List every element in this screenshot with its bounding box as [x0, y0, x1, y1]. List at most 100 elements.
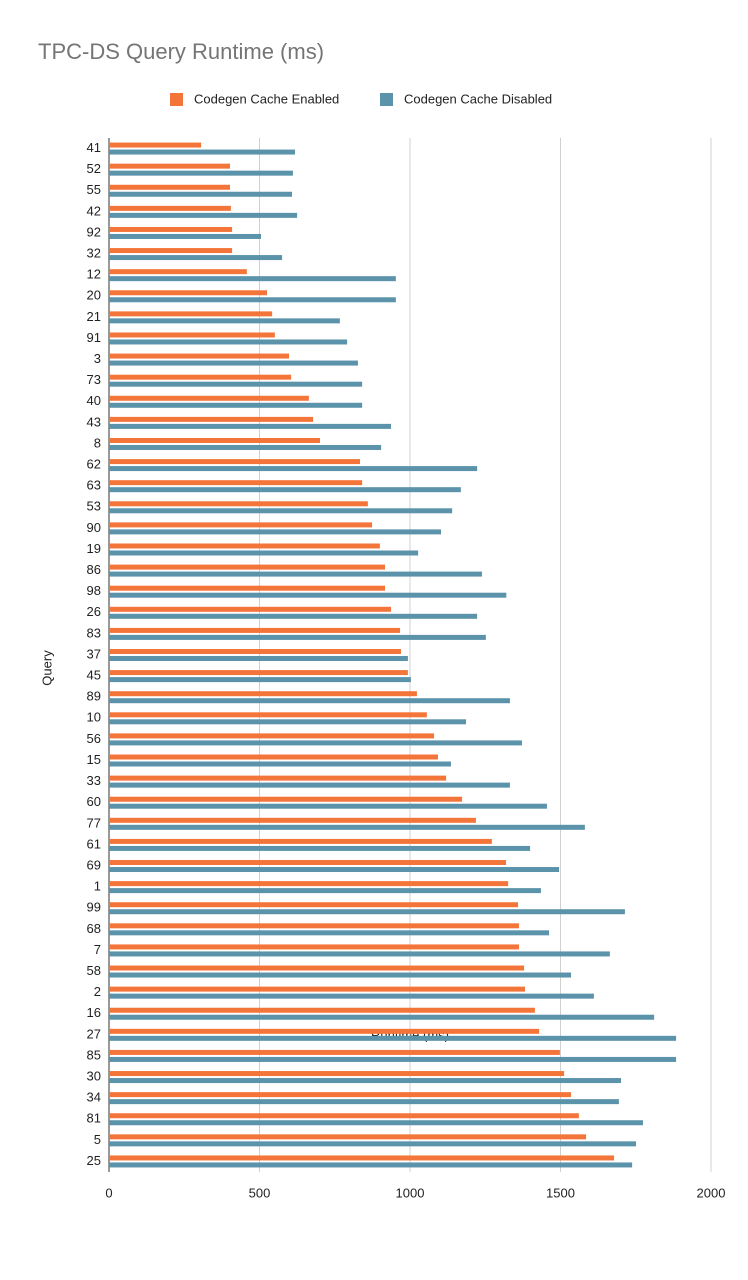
legend-label: Codegen Cache Enabled — [194, 91, 339, 106]
y-tick-label: 90 — [87, 520, 101, 535]
bar — [109, 248, 233, 254]
bar — [109, 796, 463, 802]
bar — [109, 332, 275, 338]
y-tick-label: 10 — [87, 710, 101, 725]
bar — [109, 318, 340, 324]
bar — [109, 423, 392, 429]
bar — [109, 817, 476, 823]
bar — [109, 951, 610, 957]
y-tick-label: 8 — [94, 435, 101, 450]
bar — [109, 740, 522, 746]
bar — [109, 634, 486, 640]
y-tick-label: 7 — [94, 942, 101, 957]
bar — [109, 170, 293, 176]
bar — [109, 459, 361, 465]
bar — [109, 1078, 622, 1084]
y-tick-label: 33 — [87, 773, 101, 788]
bar — [109, 691, 417, 697]
bar — [109, 233, 262, 239]
bar — [109, 381, 363, 387]
chart-title: TPC-DS Query Runtime (ms) — [38, 39, 324, 64]
bar — [109, 719, 466, 725]
bar — [109, 339, 348, 345]
bar — [109, 754, 438, 760]
bar — [109, 965, 525, 971]
bar — [109, 444, 382, 450]
legend-swatch — [170, 93, 183, 106]
bar — [109, 529, 442, 535]
y-tick-label: 45 — [87, 668, 101, 683]
y-tick-label: 56 — [87, 731, 101, 746]
bar — [109, 142, 202, 148]
x-tick-label: 500 — [249, 1185, 271, 1200]
bar — [109, 1035, 677, 1041]
y-tick-label: 83 — [87, 625, 101, 640]
y-tick-label: 69 — [87, 857, 101, 872]
bar — [109, 909, 625, 915]
bar — [109, 1120, 643, 1126]
bar — [109, 613, 478, 619]
bar — [109, 353, 289, 359]
bar — [109, 1162, 633, 1168]
bar — [109, 944, 519, 950]
bar — [109, 501, 368, 507]
bar — [109, 698, 510, 704]
bar — [109, 1049, 560, 1055]
bar — [109, 902, 519, 908]
y-tick-label: 42 — [87, 203, 101, 218]
bar — [109, 184, 231, 190]
bar — [109, 993, 594, 999]
bar — [109, 585, 386, 591]
y-tick-label: 32 — [87, 245, 101, 260]
y-tick-label: 15 — [87, 752, 101, 767]
y-tick-label: 85 — [87, 1047, 101, 1062]
y-tick-label: 53 — [87, 499, 101, 514]
bar — [109, 824, 585, 830]
bar — [109, 1155, 615, 1161]
y-tick-label: 16 — [87, 1005, 101, 1020]
bar — [109, 627, 401, 633]
y-tick-label: 34 — [87, 1090, 101, 1105]
y-tick-label: 19 — [87, 541, 101, 556]
y-tick-label: 61 — [87, 836, 101, 851]
bar — [109, 522, 373, 528]
y-tick-label: 25 — [87, 1153, 101, 1168]
y-tick-label: 60 — [87, 794, 101, 809]
legend-swatch — [380, 93, 393, 106]
y-tick-label: 1 — [94, 879, 101, 894]
bar — [109, 297, 396, 303]
bar — [109, 402, 363, 408]
y-tick-label: 21 — [87, 309, 101, 324]
bar — [109, 649, 401, 654]
bar — [109, 564, 386, 570]
bar — [109, 656, 408, 661]
x-tick-label: 2000 — [697, 1185, 726, 1200]
bar — [109, 1007, 535, 1013]
y-tick-label: 41 — [87, 140, 101, 155]
bar — [109, 1141, 637, 1147]
y-tick-label: 77 — [87, 815, 101, 830]
bar — [109, 838, 492, 844]
y-tick-label: 89 — [87, 689, 101, 704]
bar — [109, 149, 296, 155]
bar — [109, 437, 321, 443]
y-tick-label: 58 — [87, 963, 101, 978]
bar — [109, 761, 451, 767]
y-tick-label: 3 — [94, 351, 101, 366]
bar — [109, 1134, 587, 1140]
y-tick-label: 27 — [87, 1026, 101, 1041]
y-tick-label: 99 — [87, 900, 101, 915]
bar — [109, 606, 392, 612]
y-tick-label: 52 — [87, 161, 101, 176]
y-tick-label: 26 — [87, 604, 101, 619]
bar — [109, 677, 411, 683]
bar — [109, 374, 292, 380]
y-tick-label: 55 — [87, 182, 101, 197]
y-axis-label: Query — [39, 650, 54, 686]
y-tick-label: 37 — [87, 646, 101, 661]
bar — [109, 782, 510, 788]
y-tick-label: 43 — [87, 414, 101, 429]
bar — [109, 550, 419, 556]
x-tick-label: 1500 — [546, 1185, 575, 1200]
